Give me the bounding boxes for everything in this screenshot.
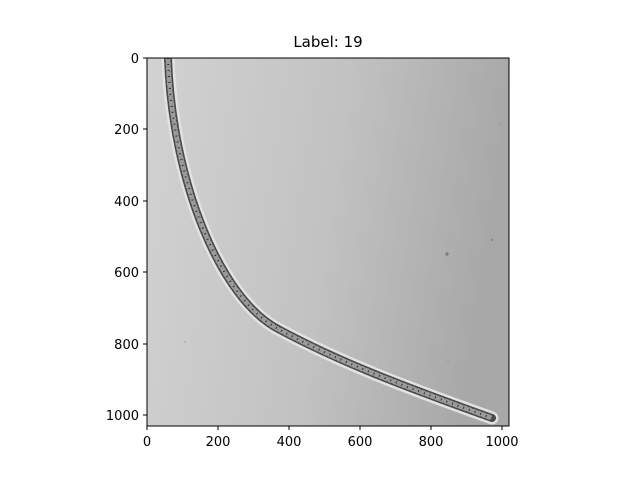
debris-speck	[447, 361, 449, 363]
debris-speck	[490, 238, 494, 242]
x-tick-label: 600	[348, 435, 373, 450]
x-tick-label: 1000	[485, 435, 518, 450]
debris-speck	[445, 252, 449, 256]
debris-speck	[499, 123, 501, 125]
y-tick-label: 1000	[106, 409, 139, 424]
y-tick-label: 400	[114, 195, 139, 210]
micrograph-background	[147, 58, 509, 426]
micrograph-image	[147, 58, 509, 426]
axes-frame	[146, 57, 510, 427]
filament-cells	[165, 58, 495, 421]
x-tick-label: 200	[206, 435, 231, 450]
x-tick-label: 400	[277, 435, 302, 450]
y-tick-label: 0	[131, 52, 139, 67]
y-axis: 0 200 400 600 800 1000	[106, 52, 147, 424]
plot-title: Label: 19	[293, 33, 363, 51]
y-tick-label: 600	[114, 266, 139, 281]
y-tick-label: 800	[114, 338, 139, 353]
x-axis: 0 200 400 600 800 1000	[143, 426, 519, 450]
x-tick-label: 800	[419, 435, 444, 450]
debris-speck	[184, 341, 186, 343]
x-tick-label: 0	[143, 435, 151, 450]
y-tick-label: 200	[114, 123, 139, 138]
